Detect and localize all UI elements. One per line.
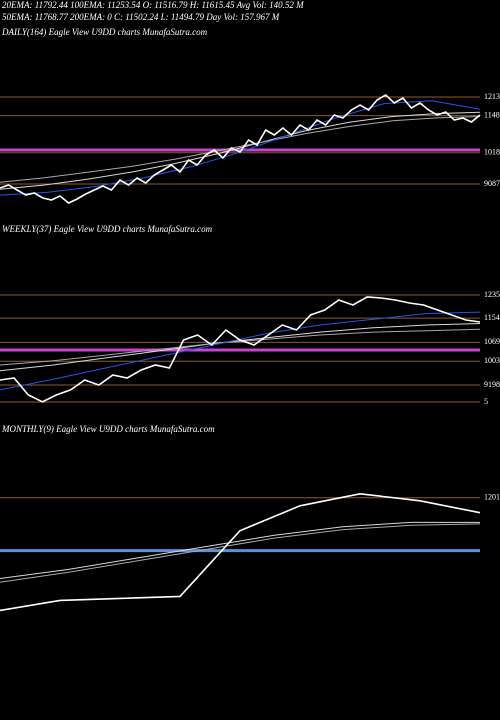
series-line [0, 328, 481, 366]
y-tick-label: 1235 [484, 290, 500, 299]
header-line: 50EMA: 11768.77 200EMA: 0 C: 11502.24 L:… [2, 12, 280, 22]
series-line [0, 521, 480, 579]
series-line [0, 94, 481, 204]
series-line [0, 523, 481, 583]
series-line [0, 111, 481, 190]
y-tick-label: 1018 [484, 148, 500, 157]
panel-title: MONTHLY(9) Eagle View U9DD charts Munafa… [1, 424, 215, 434]
y-tick-label: 1069 [484, 337, 500, 346]
y-tick-label: 1148 [484, 110, 500, 119]
series-line [0, 296, 481, 403]
panel-title: DAILY(164) Eagle View U9DD charts Munafa… [1, 27, 208, 37]
panel-title: WEEKLY(37) Eagle View U9DD charts Munafa… [2, 224, 213, 234]
series-line [0, 492, 481, 612]
y-tick-label: 9198 [484, 380, 500, 389]
y-tick-label: 12016 [484, 493, 500, 502]
y-tick-label: 9087 [484, 179, 500, 188]
series-line [0, 116, 481, 183]
y-tick-label: 1003 [484, 356, 500, 365]
y-tick-label: 5 [484, 397, 488, 406]
y-tick-label: 1213 [484, 92, 500, 101]
y-tick-label: 1154 [484, 313, 500, 322]
header-line: 20EMA: 11792.44 100EMA: 11253.54 O: 1151… [2, 0, 304, 10]
